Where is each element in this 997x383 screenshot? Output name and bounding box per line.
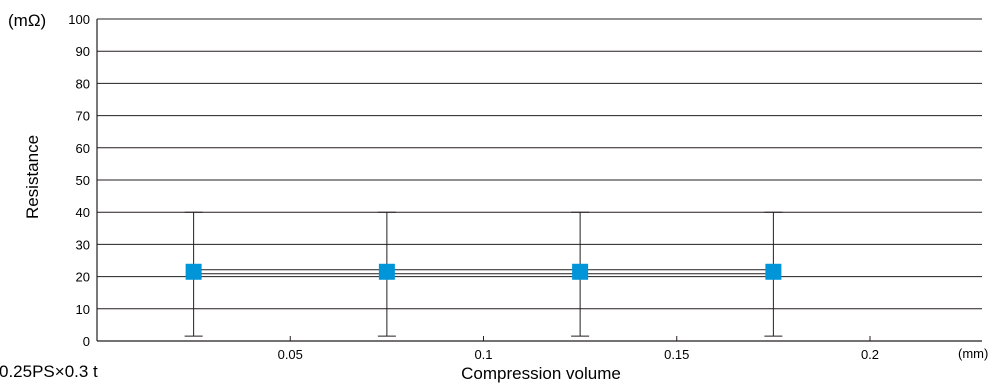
y-tick-labels: 0 10 20 30 40 50 60 70 80 90 100: [68, 12, 90, 349]
data-point-2: [572, 263, 589, 280]
y-unit-label: (mΩ): [8, 11, 46, 30]
y-tick-label-10: 10: [76, 302, 90, 317]
series-lines: [193, 269, 774, 275]
y-tick-label-100: 100: [68, 12, 90, 27]
y-tick-label-60: 60: [76, 141, 90, 156]
data-markers: [185, 263, 782, 280]
grid-lines: [97, 18, 982, 310]
x-tick-label-0.2: 0.2: [861, 347, 879, 362]
y-axis-title: Resistance: [23, 135, 42, 219]
data-point-3: [765, 263, 782, 280]
y-tick-label-30: 30: [76, 237, 90, 252]
x-tick-label-0.05: 0.05: [278, 347, 303, 362]
y-tick-label-20: 20: [76, 270, 90, 285]
x-tick-labels: 0.05 0.1 0.15 0.2: [278, 347, 879, 362]
x-axis-title: Compression volume: [461, 364, 621, 383]
x-unit-label: (mm): [958, 346, 988, 361]
axes: [96, 19, 982, 342]
y-tick-label-90: 90: [76, 44, 90, 59]
data-point-0: [185, 263, 202, 280]
data-point-1: [378, 263, 395, 280]
y-tick-label-70: 70: [76, 109, 90, 124]
y-tick-label-80: 80: [76, 76, 90, 91]
y-tick-label-40: 40: [76, 205, 90, 220]
y-tick-label-0: 0: [83, 334, 90, 349]
x-tick-label-0.1: 0.1: [474, 347, 492, 362]
specimen-note: 0.25PS×0.3 t: [0, 362, 98, 381]
x-tick-label-0.15: 0.15: [664, 347, 689, 362]
y-tick-label-50: 50: [76, 173, 90, 188]
